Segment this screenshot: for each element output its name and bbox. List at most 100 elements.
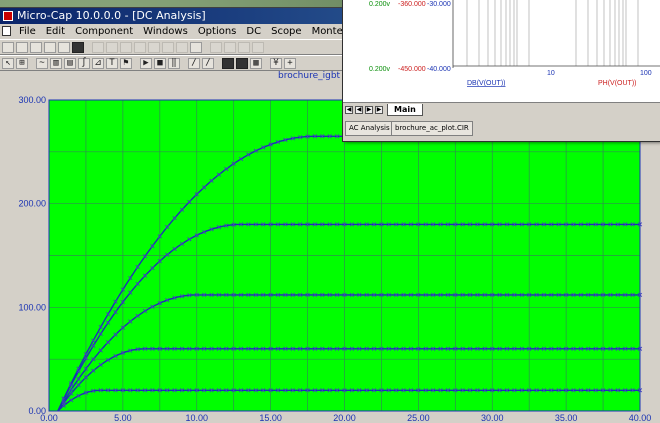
data-marker — [150, 304, 155, 309]
document-icon[interactable] — [2, 26, 11, 36]
flag-icon[interactable]: ⚑ — [120, 58, 132, 69]
data-marker — [194, 192, 199, 197]
save-icon[interactable] — [30, 42, 42, 53]
wire-icon[interactable]: ~ — [36, 58, 48, 69]
node-icon[interactable]: ⊿ — [92, 58, 104, 69]
data-marker — [113, 332, 118, 337]
data-marker — [549, 222, 554, 227]
diagonal-line-2-icon[interactable]: / — [202, 58, 214, 69]
menu-dc[interactable]: DC — [246, 26, 262, 37]
tab-ac-analysis[interactable]: AC Analysis — [345, 121, 394, 136]
next-sheet-icon[interactable]: ▶ — [365, 106, 373, 114]
data-marker — [231, 161, 236, 166]
data-marker — [209, 178, 214, 183]
select-arrow-icon[interactable]: ↖ — [2, 58, 14, 69]
save-all-icon[interactable] — [44, 42, 56, 53]
x-tick-label: 10.00 — [185, 413, 208, 423]
data-marker — [209, 292, 214, 298]
data-marker — [113, 388, 118, 393]
line-icon[interactable]: ▤ — [64, 58, 76, 69]
data-marker — [408, 222, 414, 227]
data-marker — [608, 222, 613, 227]
text-tool-icon[interactable]: T — [106, 58, 118, 69]
cut-icon[interactable] — [120, 42, 132, 53]
dc-analysis-plot[interactable]: 0.00 100.00 200.00 300.00 0.00 5.00 10.00 15.00… — [0, 71, 660, 423]
menu-edit[interactable]: Edit — [45, 26, 66, 37]
curve-icon[interactable]: ∫ — [78, 58, 90, 69]
data-marker — [179, 207, 185, 212]
data-marker — [246, 388, 251, 393]
plus-tool-icon[interactable]: + — [284, 58, 296, 69]
data-marker — [179, 388, 185, 393]
prev-sheet-icon[interactable]: ◀ — [355, 106, 363, 114]
tab-brochure-ac-plot[interactable]: brochure_ac_plot.CIR — [391, 121, 473, 136]
data-marker — [475, 292, 480, 298]
data-marker — [150, 265, 155, 271]
text-icon[interactable]: ▥ — [50, 58, 62, 69]
copy-icon[interactable] — [134, 42, 146, 53]
data-marker — [371, 346, 377, 351]
data-marker — [504, 292, 510, 298]
menu-options[interactable]: Options — [197, 26, 237, 37]
pause-icon[interactable]: ‖ — [168, 58, 180, 69]
find-icon[interactable] — [176, 42, 188, 53]
minus-icon[interactable] — [224, 42, 236, 53]
data-marker — [527, 222, 532, 227]
menu-file[interactable]: File — [19, 26, 36, 37]
run-icon[interactable]: ▶ — [140, 58, 152, 69]
data-marker — [379, 388, 384, 393]
zoom-icon[interactable] — [190, 42, 202, 53]
marker-icon[interactable]: ¥ — [270, 58, 282, 69]
data-marker — [216, 388, 222, 393]
data-marker — [298, 388, 303, 393]
app-icon[interactable] — [3, 11, 13, 21]
menu-monte-carlo[interactable]: Monte Carlo — [311, 26, 373, 37]
last-sheet-icon[interactable]: ▶ — [375, 106, 383, 114]
component-icon[interactable]: ⊞ — [16, 58, 28, 69]
fill-box-icon[interactable] — [222, 58, 234, 69]
print-icon[interactable] — [72, 42, 84, 53]
delete-icon[interactable] — [162, 42, 174, 53]
data-marker — [91, 357, 96, 362]
pan-icon[interactable] — [252, 42, 264, 53]
stop-icon[interactable]: ■ — [154, 58, 166, 69]
data-marker — [423, 388, 428, 393]
fill-box-2-icon[interactable] — [236, 58, 248, 69]
data-marker — [253, 388, 258, 393]
diagonal-line-icon[interactable]: / — [188, 58, 200, 69]
new-file-icon[interactable] — [2, 42, 14, 53]
y-tick-label: 0.00 — [28, 406, 46, 416]
ac-plot[interactable]: 0.200v 0.200v -360.000 -450.000 -30.000 … — [343, 0, 660, 102]
data-marker — [504, 222, 510, 227]
tab-main[interactable]: Main — [387, 104, 423, 116]
data-marker — [342, 292, 347, 298]
menu-component[interactable]: Component — [75, 26, 134, 37]
ac-sheet-bar: ◀ ◀ ▶ ▶ Main — [343, 102, 660, 116]
redo-icon[interactable] — [106, 42, 118, 53]
data-marker — [268, 388, 273, 393]
undo-icon[interactable] — [92, 42, 104, 53]
data-marker — [327, 134, 332, 139]
data-marker — [482, 388, 487, 393]
open-folder-icon[interactable] — [16, 42, 28, 53]
data-marker — [179, 294, 185, 299]
grid-icon[interactable]: ▦ — [250, 58, 262, 69]
data-marker — [165, 224, 170, 230]
menu-scope[interactable]: Scope — [271, 26, 302, 37]
data-marker — [342, 388, 347, 393]
data-marker — [69, 391, 74, 396]
data-marker — [431, 346, 436, 351]
menu-windows[interactable]: Windows — [143, 26, 188, 37]
x-tick-label: 40.00 — [629, 413, 652, 423]
data-marker — [172, 388, 177, 393]
paste-icon[interactable] — [148, 42, 160, 53]
data-marker — [364, 222, 369, 227]
data-marker — [83, 390, 89, 395]
print-preview-icon[interactable] — [58, 42, 70, 53]
plus-icon[interactable] — [210, 42, 222, 53]
data-marker — [453, 292, 458, 298]
fit-icon[interactable] — [238, 42, 250, 53]
first-sheet-icon[interactable]: ◀ — [345, 106, 353, 114]
data-marker — [320, 134, 325, 139]
data-marker — [238, 292, 244, 298]
